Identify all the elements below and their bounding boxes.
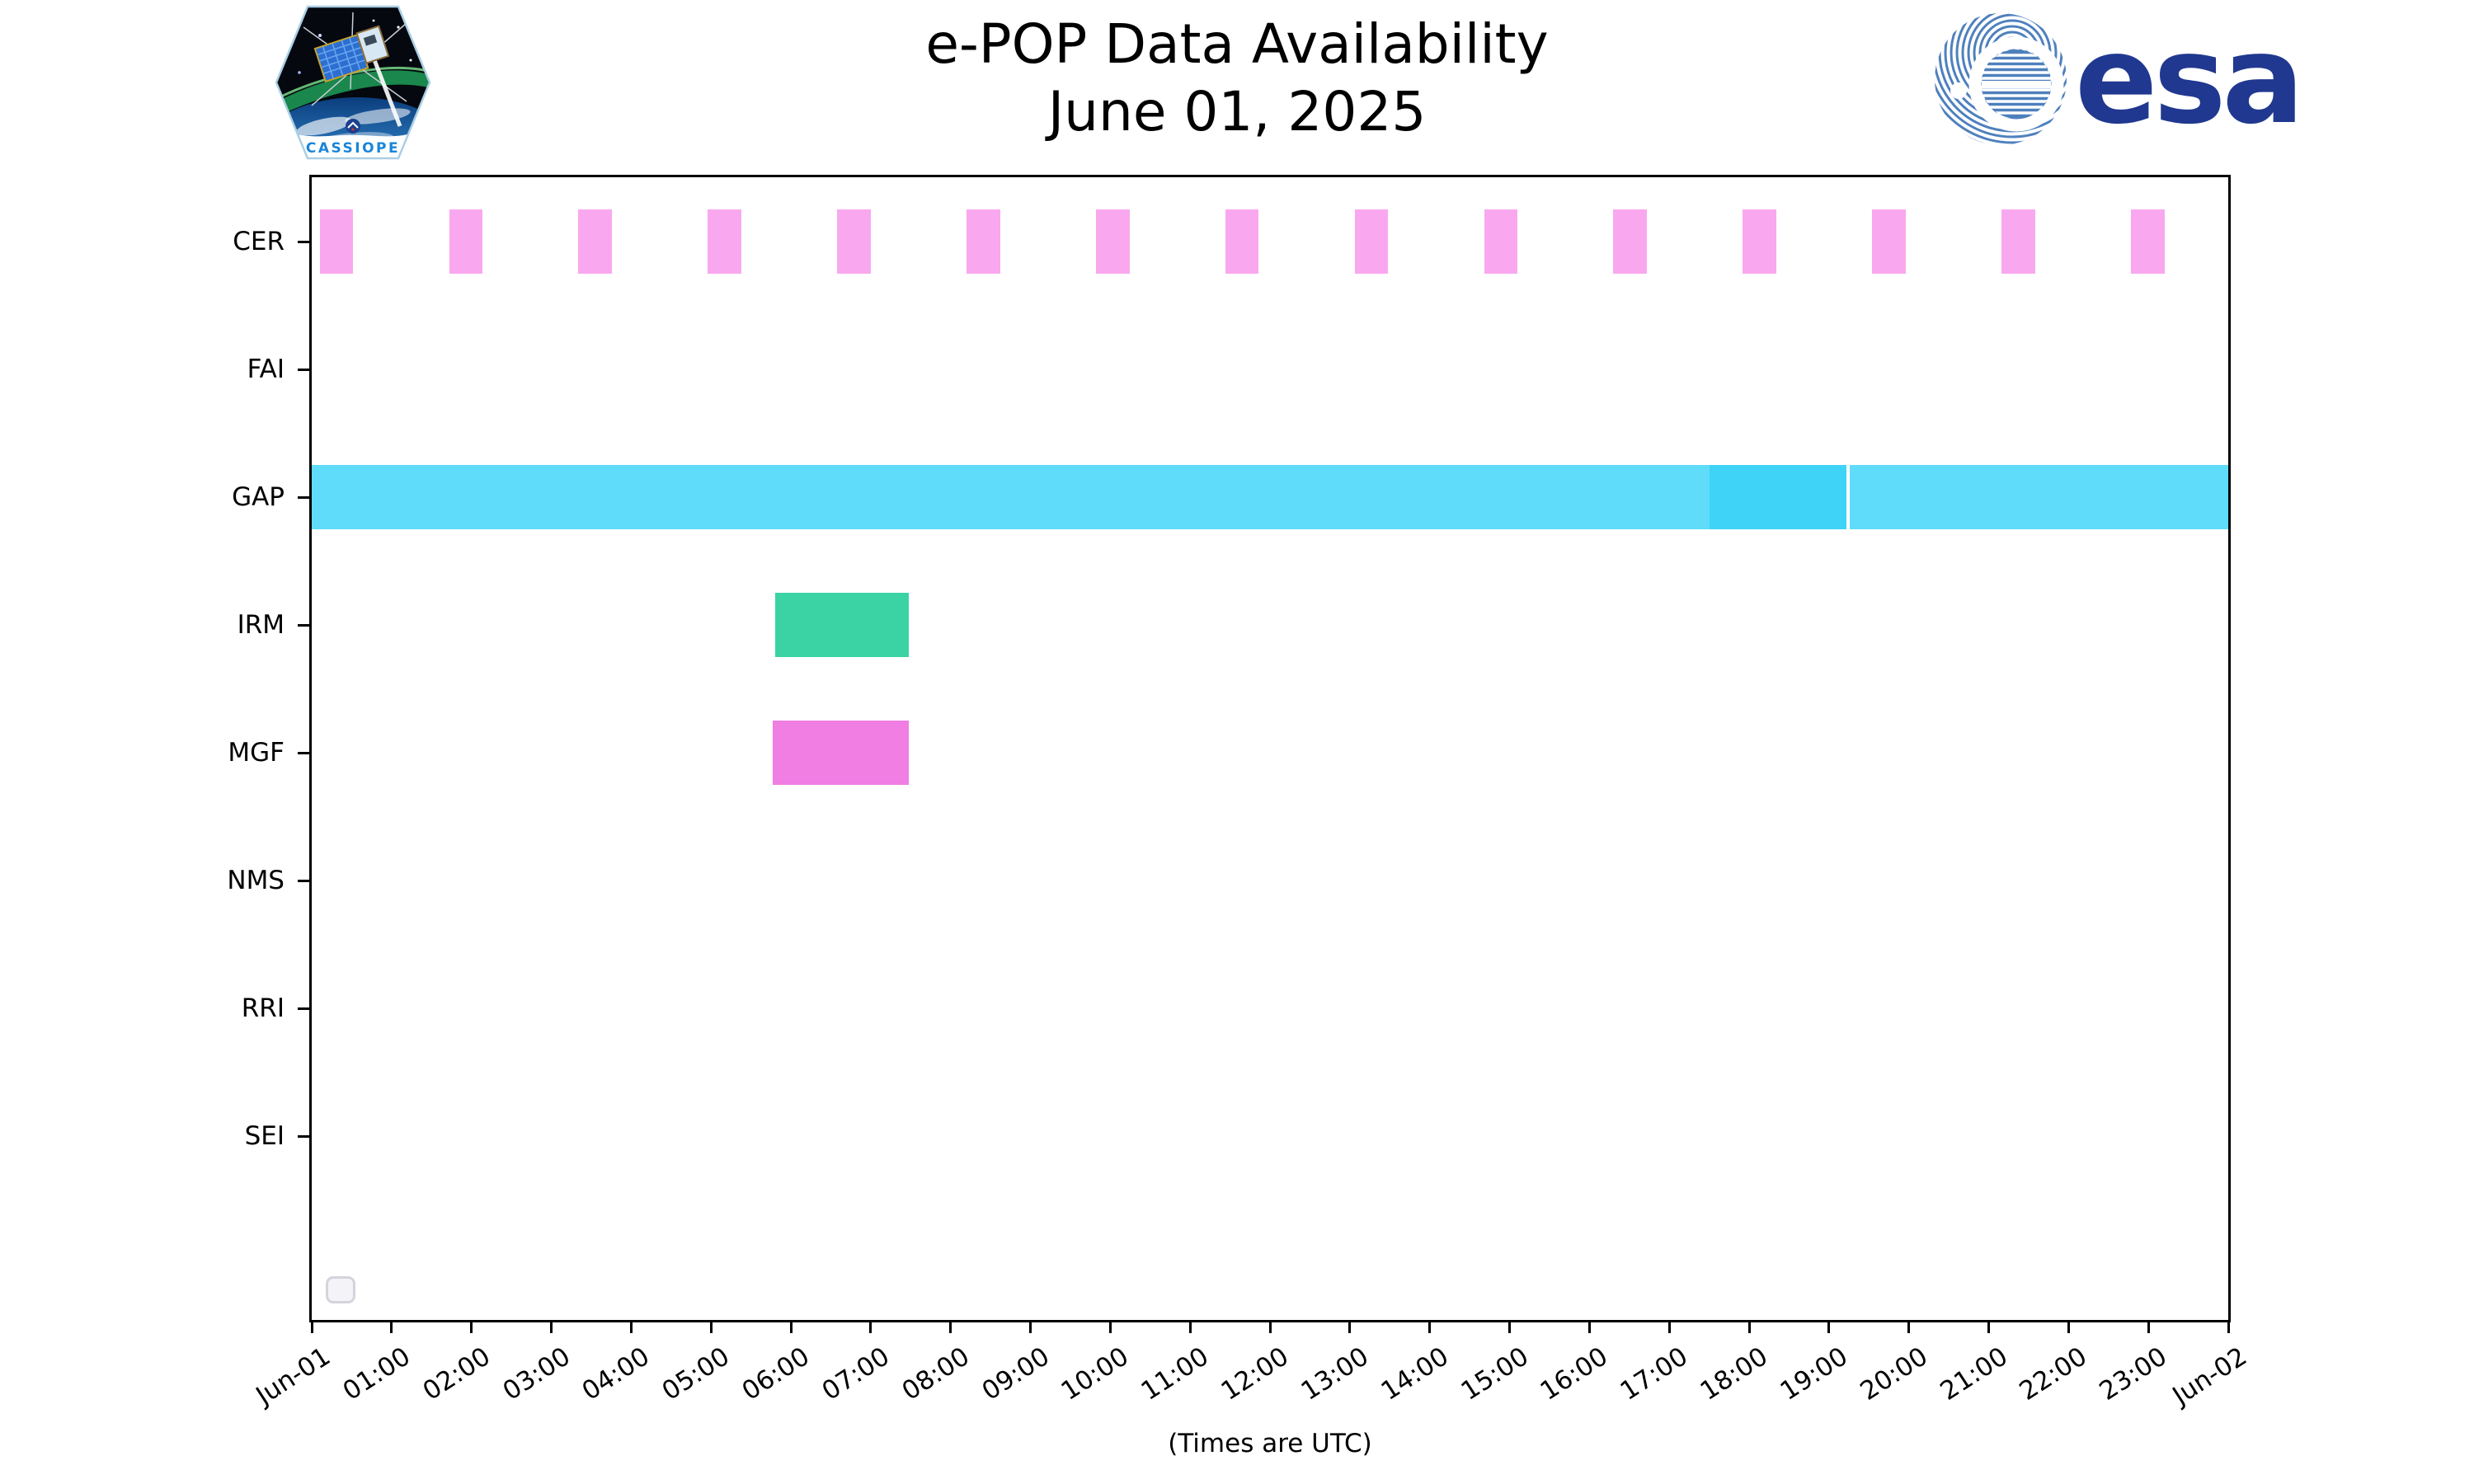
y-tick: [298, 496, 309, 499]
y-tick-label-cer: CER: [233, 227, 285, 256]
interval-bar-gap: [1850, 465, 2228, 529]
interval-bar-cer: [1484, 209, 1518, 274]
interval-bar-cer: [1095, 209, 1130, 274]
y-tick-label-sei: SEI: [244, 1121, 285, 1151]
y-tick: [298, 752, 309, 754]
interval-bar-cer: [1872, 209, 1906, 274]
interval-bar-cer: [967, 209, 1000, 274]
y-tick-label-rri: RRI: [241, 993, 285, 1023]
interval-bar-cer: [578, 209, 613, 274]
x-tick: [2067, 1322, 2070, 1333]
x-tick: [550, 1322, 553, 1333]
x-tick: [869, 1322, 872, 1333]
y-tick: [298, 241, 309, 243]
interval-bar-cer: [449, 209, 483, 274]
x-tick: [2147, 1322, 2150, 1333]
x-tick: [1827, 1322, 1831, 1333]
x-tick: [390, 1322, 393, 1333]
x-tick: [1268, 1322, 1272, 1333]
y-tick: [298, 1007, 309, 1010]
y-tick-label-irm: IRM: [237, 610, 285, 640]
x-tick: [1029, 1322, 1032, 1333]
interval-bar-gap: [1709, 465, 1847, 529]
interval-bar-cer: [2130, 209, 2165, 274]
svg-text:CASSIOPE: CASSIOPE: [306, 140, 400, 157]
x-tick: [1987, 1322, 1990, 1333]
interval-bar-cer: [1613, 209, 1648, 274]
x-tick: [1508, 1322, 1511, 1333]
y-tick: [298, 369, 309, 371]
plot-area: [309, 175, 2231, 1322]
page-title: e-POP Data Availability: [925, 12, 1549, 76]
x-tick: [470, 1322, 473, 1333]
y-tick-label-gap: GAP: [232, 482, 285, 512]
interval-bar-cer: [837, 209, 871, 274]
esa-wordmark: esa: [2075, 9, 2304, 151]
y-tick-label-fai: FAI: [247, 355, 285, 384]
y-tick: [298, 1135, 309, 1138]
esa-logo-icon: [1935, 13, 2067, 145]
x-tick: [949, 1322, 952, 1333]
x-tick: [1108, 1322, 1112, 1333]
y-tick-label-mgf: MGF: [228, 738, 285, 768]
x-axis-caption: (Times are UTC): [1168, 1429, 1372, 1458]
interval-bar-cer: [1743, 209, 1776, 274]
interval-bar-gap: [312, 465, 1710, 529]
interval-bar-mgf: [772, 721, 910, 785]
x-tick: [1188, 1322, 1192, 1333]
x-tick: [1667, 1322, 1671, 1333]
interval-bar-irm: [774, 593, 910, 657]
x-tick: [1747, 1322, 1751, 1333]
x-tick: [1348, 1322, 1352, 1333]
interval-bar-cer: [1354, 209, 1389, 274]
x-tick: [629, 1322, 633, 1333]
interval-bar-cer: [319, 209, 354, 274]
interval-bar-cer: [2001, 209, 2035, 274]
x-tick: [709, 1322, 713, 1333]
legend-stub: [326, 1276, 355, 1303]
y-tick: [298, 880, 309, 882]
x-tick: [789, 1322, 793, 1333]
interval-bar-cer: [1225, 209, 1259, 274]
x-tick: [1587, 1322, 1591, 1333]
cassiope-patch-icon: CASSIOPE: [275, 5, 431, 160]
x-tick: [2227, 1322, 2230, 1333]
x-tick: [1428, 1322, 1432, 1333]
y-tick-label-nms: NMS: [227, 866, 285, 895]
interval-bar-cer: [708, 209, 741, 274]
x-tick: [1907, 1322, 1911, 1333]
y-tick: [298, 624, 309, 627]
x-tick: [310, 1322, 313, 1333]
page-subtitle: June 01, 2025: [1047, 80, 1427, 143]
